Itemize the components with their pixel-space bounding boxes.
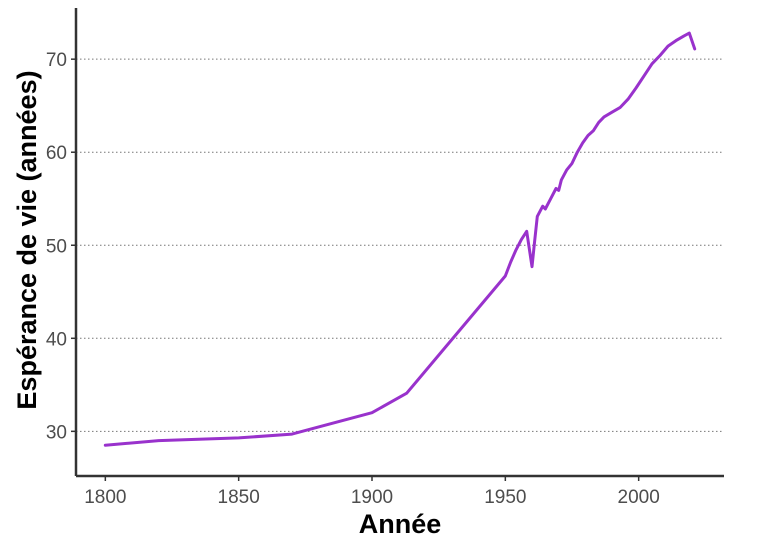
y-tick-label: 60 bbox=[46, 143, 67, 164]
x-axis-title: Année bbox=[359, 509, 442, 539]
x-tick-label: 1900 bbox=[351, 487, 393, 508]
y-axis-ticks: 30 40 50 60 70 bbox=[46, 50, 76, 443]
x-tick-label: 1950 bbox=[484, 487, 526, 508]
life-expectancy-line bbox=[103, 31, 697, 447]
y-tick-label: 70 bbox=[46, 50, 67, 71]
y-axis-title: Espérance de vie (années) bbox=[12, 70, 42, 409]
horizontal-gridlines bbox=[76, 58, 724, 432]
x-tick-label: 1800 bbox=[84, 487, 126, 508]
y-tick-label: 30 bbox=[46, 422, 67, 443]
x-tick-label: 1850 bbox=[218, 487, 260, 508]
x-tick-label: 2000 bbox=[618, 487, 660, 508]
y-tick-label: 40 bbox=[46, 329, 67, 350]
x-axis-ticks: 1800 1850 1900 1950 2000 bbox=[84, 476, 660, 508]
y-tick-label: 50 bbox=[46, 236, 67, 257]
